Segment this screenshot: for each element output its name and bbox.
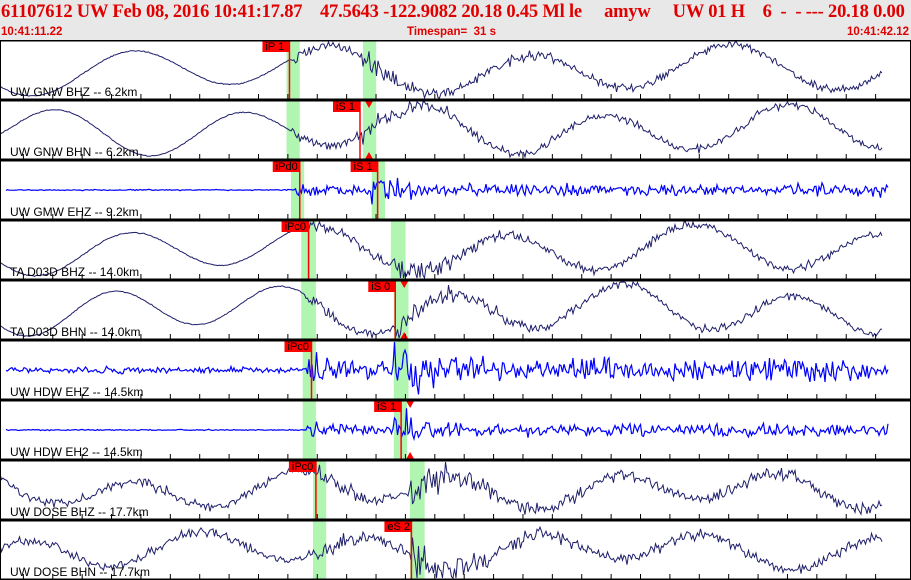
pick-label-box	[374, 400, 402, 412]
waveform	[0, 461, 883, 516]
trace-panel[interactable]: iPc0 UW DOSE BHZ -- 17.7km	[0, 460, 883, 520]
polarity-down-icon	[406, 401, 415, 408]
pick-label: iP 1	[265, 41, 284, 53]
polarity-up-icon	[400, 332, 409, 339]
p-window	[301, 280, 316, 340]
phase-pick[interactable]: iS 1	[374, 400, 415, 460]
polarity-up-icon	[406, 452, 415, 459]
waveform	[5, 408, 889, 442]
trace-label: TA D03D BHN -- 14.0km	[10, 325, 140, 339]
waveform	[0, 525, 883, 579]
phase-pick[interactable]: iP 1	[262, 40, 291, 100]
phase-pick[interactable]: iPd0	[272, 160, 301, 220]
trace-label: UW HDW EH2 -- 14.5km	[10, 445, 143, 459]
pick-label: iPc0	[292, 461, 313, 473]
trace-label: UW GNW BHZ -- 6.2km	[10, 85, 137, 99]
pick-label: iS 1	[354, 161, 373, 173]
polarity-down-icon	[364, 101, 373, 108]
pick-label: iPc0	[285, 221, 306, 233]
p-window	[302, 400, 316, 460]
trace-label: UW GMW EHZ -- 9.2km	[10, 205, 139, 219]
s-window	[393, 280, 409, 340]
waveform	[0, 40, 883, 100]
pick-label-box	[272, 160, 300, 172]
phase-pick[interactable]: iS 1	[350, 160, 379, 220]
pick-label-box	[284, 340, 312, 352]
trace-label: UW DOSE BHN -- 17.7km	[10, 565, 150, 579]
phase-pick[interactable]: iPc0	[281, 220, 310, 280]
trace-label: UW HDW EHZ -- 14.5km	[10, 385, 143, 399]
phase-pick[interactable]: eS 2	[384, 520, 413, 580]
pick-label: iPd0	[276, 161, 298, 173]
polarity-down-icon	[400, 281, 409, 288]
pick-label: iS 0	[371, 281, 390, 293]
pick-label: iS 1	[336, 101, 355, 113]
p-window	[290, 160, 305, 220]
waveform	[0, 100, 883, 159]
event-summary: 61107612 UW Feb 08, 2016 10:41:17.87 47.…	[1, 2, 905, 22]
timespan: Timespan= 31 s	[407, 26, 496, 38]
trace-label: UW GNW BHN -- 6.2km	[10, 145, 139, 159]
trace-label: UW DOSE BHZ -- 17.7km	[10, 505, 149, 519]
s-window	[409, 460, 425, 520]
start-time: 10:41:11.22	[1, 26, 63, 38]
pick-label-box	[332, 100, 360, 112]
trace-panel[interactable]: iS 0 TA D03D BHN -- 14.0km	[0, 280, 883, 340]
trace-panel[interactable]: iPc0 UW HDW EHZ -- 14.5km	[5, 340, 889, 400]
pick-label-box	[350, 160, 378, 172]
seismogram-panels[interactable]: iP 1 UW GNW BHZ -- 6.2km iS 1 UW GNW BHN --…	[0, 40, 911, 580]
trace-label: TA D03D BHZ -- 14.0km	[10, 265, 139, 279]
pick-label-box	[281, 220, 309, 232]
trace-panel[interactable]: eS 2 UW DOSE BHN -- 17.7km	[0, 520, 883, 580]
pick-label-box	[262, 40, 290, 52]
s-window	[393, 340, 409, 400]
pick-label: iPc0	[288, 341, 309, 353]
polarity-up-icon	[364, 152, 373, 159]
p-window	[302, 340, 316, 400]
waveform	[5, 177, 889, 205]
pick-label-box	[288, 460, 316, 472]
event-header: 61107612 UW Feb 08, 2016 10:41:17.87 47.…	[0, 0, 911, 40]
pick-label: eS 2	[387, 521, 410, 533]
trace-panel[interactable]: iPc0 TA D03D BHZ -- 14.0km	[0, 220, 883, 280]
pick-label-box	[368, 280, 396, 292]
pick-label: iS 1	[377, 401, 396, 413]
trace-panel[interactable]: iP 1 UW GNW BHZ -- 6.2km	[0, 40, 883, 100]
phase-pick[interactable]: iS 0	[368, 280, 409, 340]
phase-pick[interactable]: iPc0	[284, 340, 313, 400]
trace-panel[interactable]: iS 1 UW GNW BHN -- 6.2km	[0, 100, 883, 160]
waveform	[0, 280, 883, 339]
s-window	[362, 40, 377, 100]
trace-panel[interactable]: iS 1 UW HDW EH2 -- 14.5km	[5, 400, 889, 460]
p-window	[312, 520, 327, 580]
phase-pick[interactable]: iPc0	[288, 460, 317, 520]
end-time: 10:41:42.12	[846, 26, 909, 38]
waveform	[5, 341, 889, 395]
pick-label-box	[384, 520, 412, 532]
phase-pick[interactable]: iS 1	[332, 100, 373, 160]
waveform	[0, 220, 883, 280]
trace-panel[interactable]: iPd0 iS 1 UW GMW EHZ -- 9.2km	[5, 160, 889, 220]
